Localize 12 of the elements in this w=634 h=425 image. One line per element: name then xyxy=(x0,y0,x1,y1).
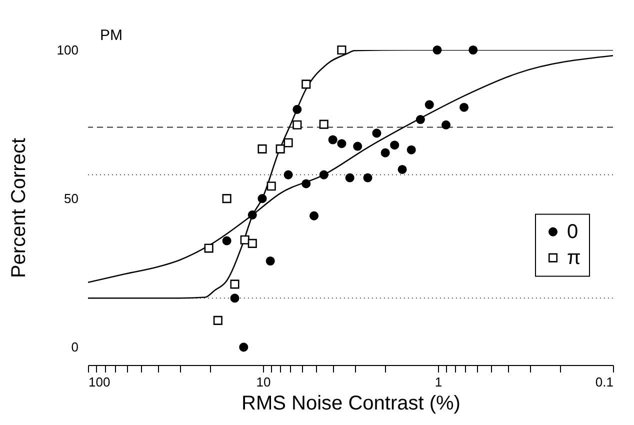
y-axis-title: Percent Correct xyxy=(8,138,30,278)
x-tick-label: 1 xyxy=(434,374,442,390)
legend-label: 0 xyxy=(567,220,578,243)
legend-label: π xyxy=(567,246,581,269)
text: PM xyxy=(100,27,122,44)
y-tick-label: 50 xyxy=(64,191,78,206)
x-tick-label: 100 xyxy=(88,374,110,390)
y-tick-label: 0 xyxy=(71,340,78,355)
x-tick-label: 10 xyxy=(256,374,271,390)
x-tick-label: 0.1 xyxy=(595,374,614,390)
y-tick-label: 100 xyxy=(56,42,78,58)
x-axis-title: RMS Noise Contrast (%) xyxy=(242,392,460,414)
